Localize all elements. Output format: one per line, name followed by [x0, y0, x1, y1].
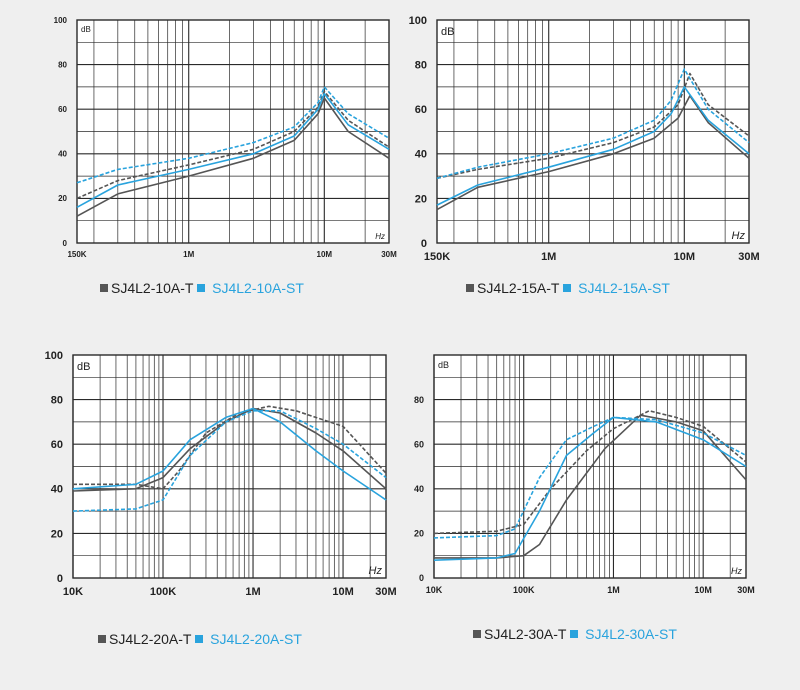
- x-tick-label: 10M: [332, 586, 353, 598]
- legend-chart-4: SJ4L2-30A-T SJ4L2-30A-ST: [473, 626, 677, 642]
- series-line-blue-solid: [436, 86, 750, 206]
- chart-1: 0 20 40 60 80 100 150K 1M 10M 30M dB Hz: [54, 16, 397, 259]
- x-axis-unit-label: Hz: [732, 230, 746, 242]
- legend-label-gray: SJ4L2-20A-T: [109, 631, 192, 647]
- series-line-blue-solid: [76, 92, 390, 209]
- chart-3: 0 20 40 60 80 100 10K 100K 1M 10M 30M dB Hz: [45, 350, 397, 598]
- y-tick-label: 80: [415, 59, 427, 71]
- legend-label-blue: SJ4L2-15A-ST: [578, 280, 670, 296]
- legend-chart-1: SJ4L2-10A-T SJ4L2-10A-ST: [100, 280, 304, 296]
- y-tick-label: 20: [51, 528, 63, 540]
- legend-swatch-blue: [195, 635, 204, 643]
- legend-swatch-gray: [466, 284, 474, 292]
- x-tick-label: 30M: [738, 251, 759, 263]
- series-line-gray-dashed: [76, 90, 390, 200]
- legend-swatch-blue: [197, 284, 206, 292]
- legend-label-blue: SJ4L2-20A-ST: [210, 631, 302, 647]
- x-axis-unit-label: Hz: [731, 566, 742, 576]
- legend-chart-2: SJ4L2-15A-T SJ4L2-15A-ST: [466, 280, 670, 296]
- chart-4: 0 20 40 60 80 10K 100K 1M 10M 30M dB Hz: [414, 354, 755, 595]
- y-tick-label: 40: [51, 484, 63, 496]
- series-line-gray-solid: [436, 95, 750, 211]
- y-tick-label: 60: [58, 105, 67, 114]
- y-tick-label: 100: [54, 16, 68, 25]
- legend-swatch-gray: [473, 630, 481, 638]
- x-tick-label: 10K: [63, 586, 83, 598]
- y-tick-label: 80: [58, 60, 67, 69]
- x-tick-label: 10M: [694, 585, 712, 595]
- series-line-gray-solid: [434, 414, 747, 559]
- series-line-blue-solid: [433, 416, 747, 561]
- plot-frame: [72, 354, 387, 579]
- legend-label-gray: SJ4L2-15A-T: [477, 280, 560, 296]
- plot-frame: [436, 19, 750, 244]
- x-axis-unit-label: Hz: [369, 565, 383, 577]
- legend-swatch-gray: [100, 284, 108, 292]
- series-line-blue-dashed: [436, 68, 750, 180]
- y-tick-label: 20: [414, 529, 424, 539]
- y-axis-unit-label: dB: [438, 360, 449, 370]
- y-tick-label: 20: [415, 193, 427, 205]
- chart-2: 0 20 40 60 80 100 150K 1M 10M 30M dB Hz: [409, 15, 760, 263]
- y-tick-label: 40: [415, 149, 427, 161]
- y-axis-unit-label: dB: [81, 25, 91, 34]
- y-tick-label: 0: [63, 239, 68, 248]
- x-tick-label: 1M: [183, 250, 194, 259]
- y-tick-label: 60: [414, 439, 424, 449]
- y-tick-label: 0: [421, 238, 427, 250]
- series-line-gray-dashed: [73, 405, 387, 490]
- y-tick-label: 100: [45, 350, 63, 362]
- legend-swatch-blue: [563, 284, 572, 292]
- y-tick-label: 60: [51, 439, 63, 451]
- legend-label-blue: SJ4L2-10A-ST: [212, 280, 304, 296]
- y-tick-label: 80: [414, 395, 424, 405]
- y-tick-label: 60: [415, 104, 427, 116]
- series-line-blue-solid: [72, 407, 387, 501]
- y-tick-label: 40: [414, 484, 424, 494]
- legend-label-blue: SJ4L2-30A-ST: [585, 626, 677, 642]
- x-tick-label: 30M: [737, 585, 755, 595]
- x-tick-label: 150K: [67, 250, 86, 259]
- series-line-blue-dashed: [76, 86, 390, 184]
- series-line-gray-solid: [72, 407, 387, 492]
- y-tick-label: 20: [58, 194, 67, 203]
- y-tick-label: 40: [58, 150, 67, 159]
- series-line-gray-solid: [76, 97, 390, 217]
- legend-swatch-gray: [98, 635, 106, 643]
- legend-chart-3: SJ4L2-20A-T SJ4L2-20A-ST: [98, 631, 302, 647]
- x-tick-label: 150K: [424, 251, 450, 263]
- x-tick-label: 10K: [426, 585, 443, 595]
- plot-frame: [76, 19, 390, 244]
- y-tick-label: 0: [419, 573, 424, 583]
- x-tick-label: 1M: [607, 585, 620, 595]
- series-line-gray-dashed: [436, 72, 750, 180]
- x-tick-label: 100K: [513, 585, 535, 595]
- x-tick-label: 1M: [541, 251, 556, 263]
- x-tick-label: 100K: [150, 586, 176, 598]
- legend-label-gray: SJ4L2-30A-T: [484, 626, 567, 642]
- x-axis-unit-label: Hz: [375, 232, 385, 241]
- x-tick-label: 10M: [317, 250, 333, 259]
- y-axis-unit-label: dB: [441, 26, 454, 38]
- x-tick-label: 1M: [245, 586, 260, 598]
- y-tick-label: 80: [51, 394, 63, 406]
- y-axis-unit-label: dB: [77, 361, 90, 373]
- x-tick-label: 30M: [375, 586, 396, 598]
- x-tick-label: 10M: [674, 251, 695, 263]
- x-tick-label: 30M: [381, 250, 397, 259]
- series-line-blue-dashed: [72, 409, 387, 512]
- series-line-gray-dashed: [433, 409, 747, 535]
- y-tick-label: 100: [409, 15, 427, 27]
- series-line-blue-dashed: [433, 416, 747, 539]
- legend-swatch-blue: [570, 630, 579, 638]
- legend-label-gray: SJ4L2-10A-T: [111, 280, 194, 296]
- y-tick-label: 0: [57, 573, 63, 585]
